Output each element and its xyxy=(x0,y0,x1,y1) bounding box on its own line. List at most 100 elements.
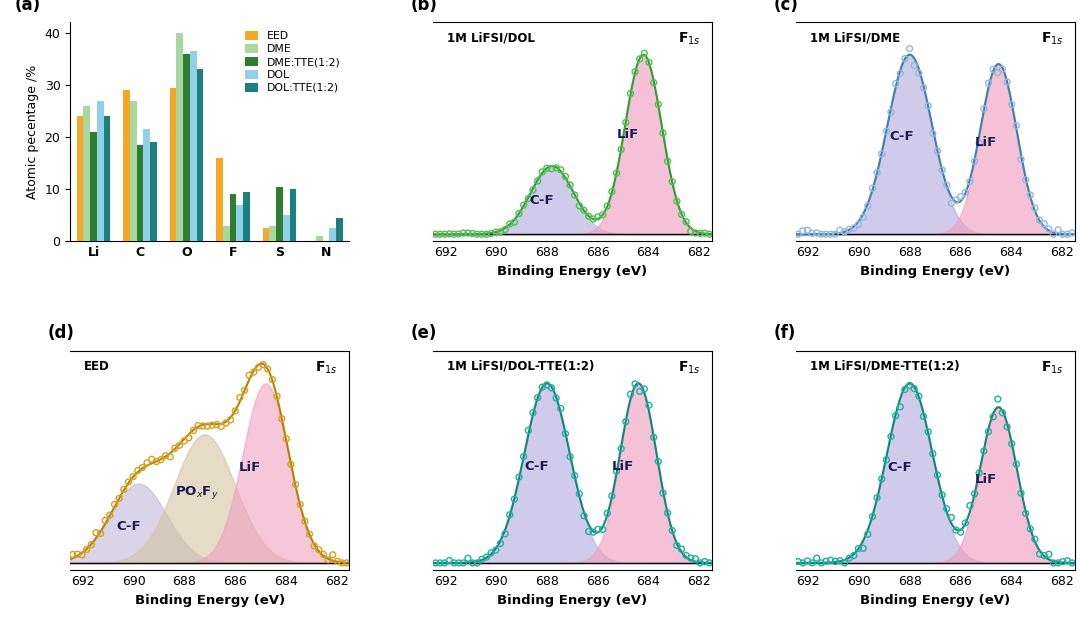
Point xyxy=(580,211,597,221)
Point xyxy=(505,494,523,504)
Point xyxy=(548,162,565,173)
Bar xyxy=(262,229,269,241)
Point xyxy=(1026,203,1043,213)
Bar xyxy=(216,158,222,241)
Point xyxy=(78,544,95,554)
Point xyxy=(534,382,551,392)
Point xyxy=(110,493,127,503)
Point xyxy=(314,549,332,559)
Point xyxy=(994,408,1011,418)
Point xyxy=(120,477,137,487)
Point xyxy=(477,552,495,562)
Point xyxy=(473,554,490,564)
X-axis label: Binding Energy (eV): Binding Energy (eV) xyxy=(860,594,1010,606)
Bar xyxy=(283,215,289,241)
Bar xyxy=(123,90,130,241)
Point xyxy=(636,48,653,59)
Point xyxy=(804,228,821,238)
Point xyxy=(235,385,253,396)
Bar xyxy=(77,116,83,241)
Point xyxy=(566,471,583,481)
Point xyxy=(887,78,904,89)
Point xyxy=(850,543,867,554)
Text: LiF: LiF xyxy=(239,461,261,474)
Point xyxy=(566,190,583,200)
Bar xyxy=(269,225,276,241)
Point xyxy=(892,402,909,412)
Point xyxy=(455,228,472,238)
Point xyxy=(892,68,909,78)
Point xyxy=(882,431,900,441)
Point xyxy=(966,489,983,499)
Point xyxy=(134,462,151,473)
Point xyxy=(882,107,900,117)
Text: (a): (a) xyxy=(14,0,41,13)
Point xyxy=(818,556,835,566)
Point xyxy=(691,558,708,568)
Point xyxy=(469,558,486,568)
Point xyxy=(1012,488,1029,498)
Point xyxy=(538,380,555,390)
Point xyxy=(199,421,216,431)
Point xyxy=(584,527,602,537)
Point xyxy=(324,550,341,560)
Point xyxy=(176,436,193,446)
Point xyxy=(631,387,648,397)
Bar xyxy=(150,142,157,241)
Point xyxy=(562,180,579,190)
Point xyxy=(69,549,86,559)
Point xyxy=(608,168,625,178)
Point xyxy=(1040,549,1057,559)
Point xyxy=(213,421,230,431)
Bar xyxy=(276,187,283,241)
Point xyxy=(1064,558,1080,568)
Point xyxy=(846,550,863,561)
Point xyxy=(584,214,602,224)
Point xyxy=(994,64,1011,74)
Point xyxy=(231,392,248,403)
Point xyxy=(92,528,109,538)
Point xyxy=(1008,120,1025,131)
Point xyxy=(171,440,188,450)
Point xyxy=(180,433,198,443)
X-axis label: Binding Energy (eV): Binding Energy (eV) xyxy=(135,594,285,606)
Point xyxy=(1031,215,1049,225)
Point xyxy=(919,101,936,111)
Point xyxy=(859,201,876,211)
Point xyxy=(799,556,816,566)
Point xyxy=(152,455,170,465)
Bar xyxy=(136,145,144,241)
Point xyxy=(622,389,639,399)
Point xyxy=(259,364,276,374)
Point xyxy=(594,210,611,220)
Point xyxy=(436,558,454,568)
Point xyxy=(836,227,853,237)
Text: C-F: C-F xyxy=(888,461,912,475)
Point xyxy=(529,392,546,403)
Point xyxy=(701,229,718,240)
Point xyxy=(185,426,202,436)
Point xyxy=(822,555,839,566)
Point xyxy=(570,489,588,499)
Point xyxy=(822,229,839,240)
Bar xyxy=(222,225,230,241)
Point xyxy=(608,466,625,476)
Point xyxy=(255,359,272,369)
Point xyxy=(124,471,141,482)
Point xyxy=(203,420,220,431)
Point xyxy=(701,558,718,568)
Point xyxy=(939,504,956,514)
Bar xyxy=(104,116,110,241)
Point xyxy=(557,171,575,182)
Point xyxy=(677,550,694,561)
Point xyxy=(1022,524,1039,534)
Point xyxy=(157,450,174,461)
Point xyxy=(896,385,914,395)
Point xyxy=(455,558,472,568)
Text: LiF: LiF xyxy=(617,128,639,141)
Point xyxy=(659,156,676,166)
Point xyxy=(980,78,997,89)
Point xyxy=(604,187,621,197)
Point xyxy=(617,117,634,127)
Point xyxy=(887,411,904,421)
